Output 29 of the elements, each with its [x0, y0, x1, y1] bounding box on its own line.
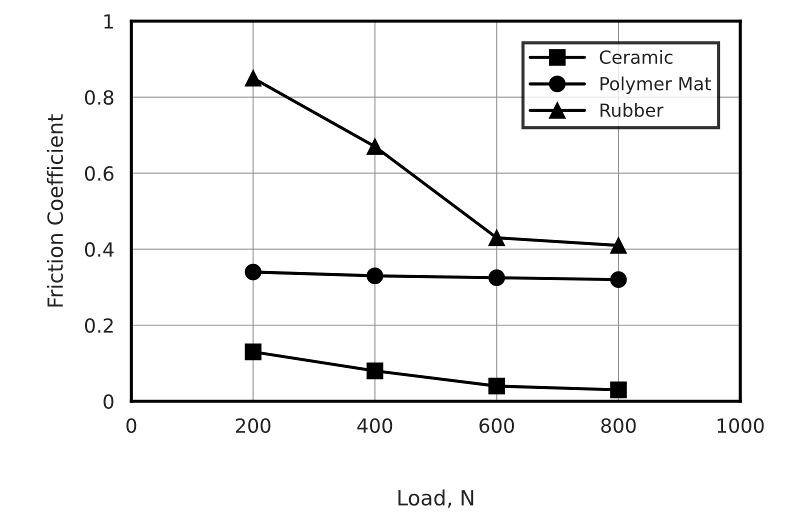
point — [488, 229, 506, 246]
point — [488, 269, 506, 286]
x-tick-label: 600 — [480, 418, 514, 433]
y-tick-label: 0 — [104, 394, 114, 409]
point — [366, 267, 384, 284]
point — [244, 344, 262, 360]
x-tick-label: 400 — [357, 418, 392, 433]
legend-label: Rubber — [600, 103, 664, 117]
point — [366, 138, 384, 155]
point — [244, 264, 262, 280]
y-tick-label: 0.2 — [85, 318, 113, 333]
x-tick-label: 0 — [126, 418, 136, 433]
y-tick-label: 0.4 — [85, 242, 114, 257]
y-tick-label: 1 — [104, 14, 113, 29]
point — [366, 362, 384, 380]
x-tick-label: 800 — [601, 418, 636, 433]
legend-label: Ceramic — [600, 50, 672, 64]
point — [610, 271, 627, 288]
x-tick-label: 200 — [236, 418, 270, 433]
x-axis-title: Load, N — [398, 490, 474, 508]
y-tick-label: 0.8 — [85, 90, 114, 105]
y-tick-label: 0.6 — [85, 166, 114, 181]
point — [610, 237, 627, 254]
point — [610, 382, 627, 398]
y-axis-title: Friction Coefficient — [46, 114, 64, 307]
point — [244, 70, 262, 86]
point — [488, 378, 506, 394]
x-tick-label: 1000 — [718, 418, 764, 433]
legend-label: Polymer Mat — [600, 76, 711, 94]
